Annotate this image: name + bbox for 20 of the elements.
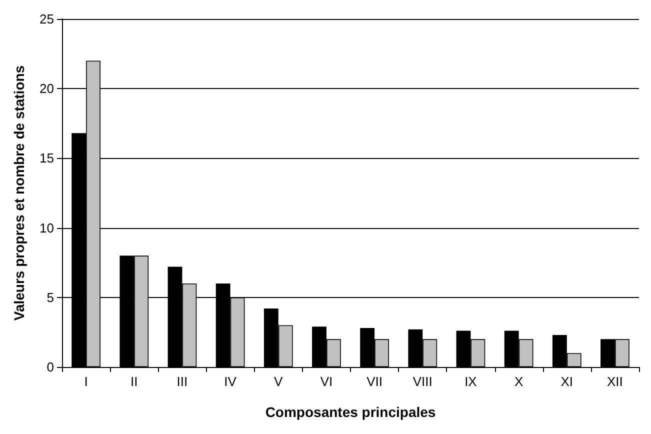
x-tick-label: VI [320, 374, 333, 389]
x-tick-label: V [274, 374, 284, 389]
y-tick-label: 0 [46, 360, 54, 374]
x-axis-title: Composantes principales [265, 404, 436, 420]
x-tick-label: I [84, 374, 88, 389]
x-tick-label: VII [366, 374, 382, 389]
x-tick-label: IV [224, 374, 237, 389]
x-tick-label: XI [560, 374, 574, 389]
x-tick-label: X [514, 374, 524, 389]
y-tick-label: 15 [40, 150, 54, 166]
x-tick-label: XII [607, 374, 623, 389]
x-tick-label: VIII [412, 374, 432, 389]
y-tick-label: 10 [40, 220, 54, 236]
y-tick-label: 25 [40, 12, 54, 26]
x-tick-label: III [176, 374, 188, 389]
x-tick-label: IX [464, 374, 478, 389]
x-tick-label: II [130, 374, 138, 389]
y-tick-label: 20 [40, 81, 54, 96]
y-tick-label: 5 [46, 290, 54, 305]
y-axis-title: Valeurs propres et nombre de stations [11, 65, 27, 321]
